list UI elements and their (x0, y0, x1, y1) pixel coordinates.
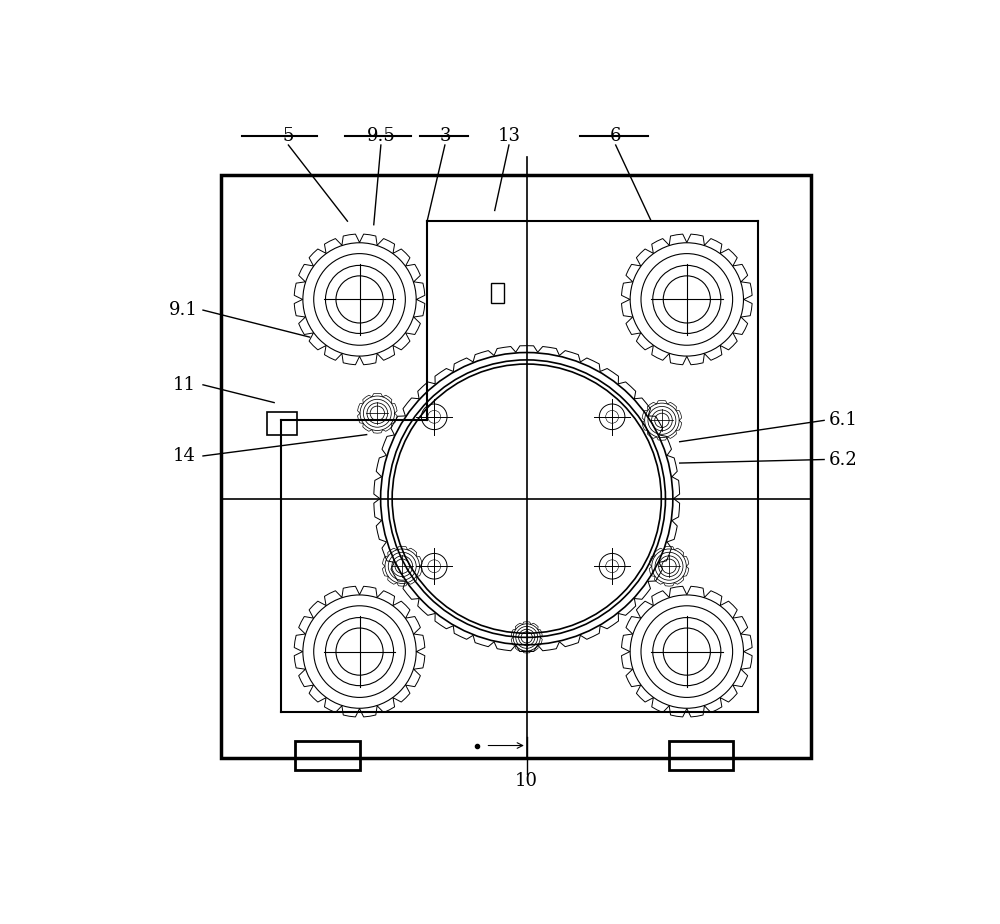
Bar (669, 740, 733, 771)
Text: 9.1: 9.1 (169, 301, 198, 319)
Text: 5: 5 (283, 127, 294, 145)
Text: 10: 10 (515, 772, 538, 790)
Text: 3: 3 (439, 127, 451, 145)
Bar (221, 175, 811, 759)
Text: 6.2: 6.2 (829, 451, 858, 468)
Bar (295, 740, 360, 771)
Bar (267, 412, 297, 434)
Text: 6.1: 6.1 (829, 411, 858, 430)
Bar (491, 283, 504, 303)
Text: 13: 13 (497, 127, 520, 145)
Text: 11: 11 (172, 376, 195, 394)
Text: 6: 6 (610, 127, 621, 145)
Text: 14: 14 (172, 447, 195, 465)
Text: 9.5: 9.5 (367, 127, 395, 145)
